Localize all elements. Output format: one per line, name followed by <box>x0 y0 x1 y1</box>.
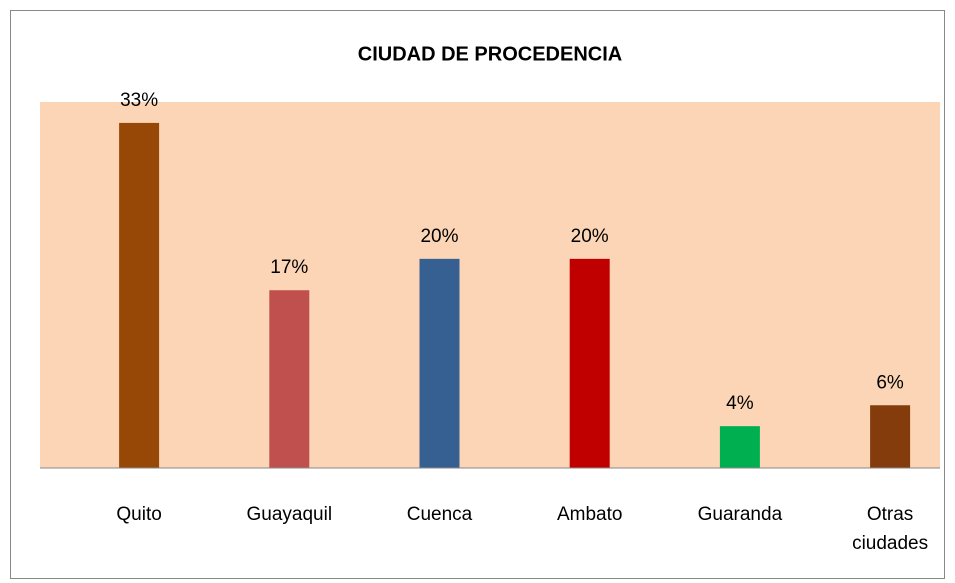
data-label: 4% <box>726 393 754 414</box>
data-label: 20% <box>571 226 609 247</box>
data-label: 6% <box>876 372 904 393</box>
x-tick-label: Quito <box>116 504 162 525</box>
bar <box>719 426 760 468</box>
x-tick-label: Otras ciudades <box>852 504 929 554</box>
plot-area <box>40 102 940 468</box>
bar <box>419 258 460 468</box>
bar <box>569 258 610 468</box>
bar <box>870 405 911 468</box>
chart-title: CIUDAD DE PROCEDENCIA <box>358 43 622 65</box>
x-tick-label: Guayaquil <box>246 504 333 525</box>
bar <box>269 290 310 468</box>
data-label: 33% <box>120 90 158 111</box>
x-tick-label: Guaranda <box>697 504 783 525</box>
x-tick-label: Ambato <box>556 504 623 525</box>
data-label: 17% <box>270 257 308 278</box>
data-label: 20% <box>420 226 458 247</box>
x-tick-label: Cuenca <box>406 504 473 525</box>
bar <box>119 122 160 469</box>
